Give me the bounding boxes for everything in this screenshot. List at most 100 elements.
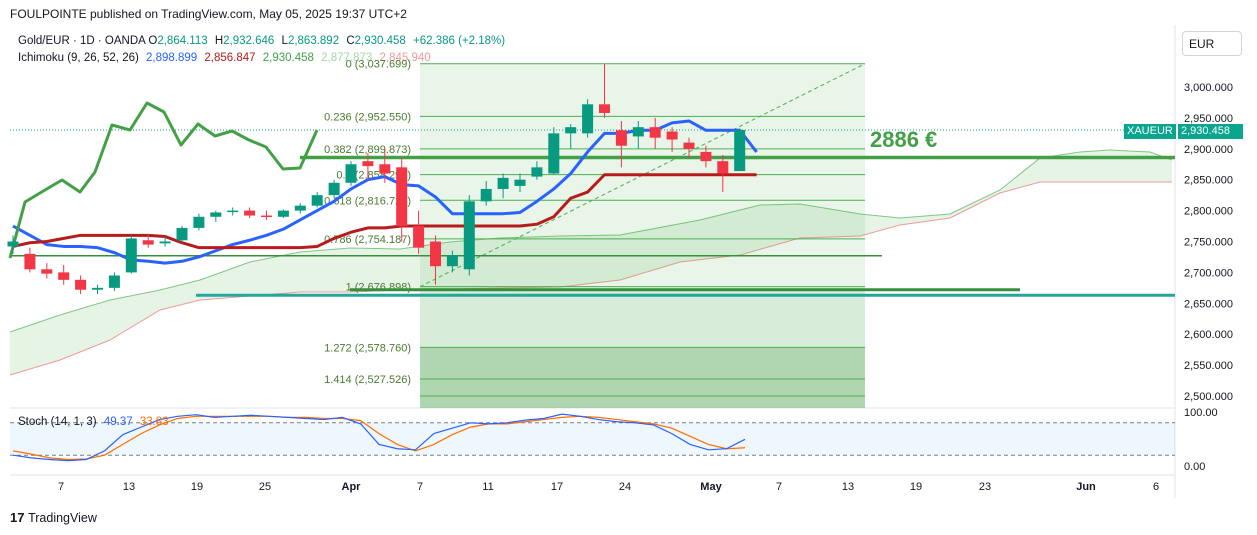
open-label: O bbox=[148, 35, 158, 47]
time-tick-label: 13 bbox=[842, 481, 854, 493]
stoch-d-line bbox=[12, 415, 746, 461]
price-annotation: 2886 € bbox=[870, 127, 937, 152]
fibonacci-retracement: 0 (3,037.699) 0.236 (2,952.550) 0.382 (2,8… bbox=[324, 59, 866, 408]
fib-deep-zone bbox=[420, 347, 865, 408]
candle-body bbox=[294, 205, 306, 211]
time-tick-label: 25 bbox=[259, 481, 271, 493]
candle-body bbox=[632, 127, 644, 137]
stoch-band bbox=[10, 422, 1175, 456]
change-value: +62.386 (+2.18%) bbox=[413, 35, 506, 47]
fib-level-label: 0.382 (2,899.873) bbox=[324, 144, 411, 156]
candle-body bbox=[717, 161, 729, 174]
stochastic-pane: 100.00 0.00 bbox=[10, 407, 1218, 473]
time-tick-label: 19 bbox=[910, 481, 922, 493]
candle-body bbox=[24, 253, 36, 270]
currency-button[interactable]: EUR bbox=[1182, 31, 1242, 56]
time-tick-label: 7 bbox=[417, 481, 423, 493]
logo-text: TradingView bbox=[28, 511, 97, 525]
low-label: L bbox=[281, 35, 288, 47]
kijun-sen-line bbox=[12, 173, 757, 250]
time-tick-label: 13 bbox=[123, 481, 135, 493]
candle-body bbox=[413, 226, 425, 248]
stoch-tick-label: 100.00 bbox=[1184, 407, 1218, 419]
fib-level-label: 0.236 (2,952.550) bbox=[324, 111, 411, 123]
kijun-value: 2,856.847 bbox=[204, 52, 256, 64]
chikou-value: 2,930.458 bbox=[262, 52, 314, 64]
price-tick-label: 2,800.000 bbox=[1184, 206, 1233, 218]
candle-body bbox=[261, 215, 272, 218]
candle-body bbox=[41, 269, 53, 274]
candle-body bbox=[463, 201, 475, 270]
stoch-k-value: 49.37 bbox=[103, 416, 133, 428]
candle-body bbox=[142, 240, 154, 245]
candles bbox=[7, 64, 746, 295]
price-tick-label: 2,500.000 bbox=[1184, 391, 1233, 403]
stoch-label[interactable]: Stoch (14, 1, 3) bbox=[18, 416, 97, 428]
time-tick-label: 6 bbox=[1153, 481, 1159, 493]
candle-body bbox=[683, 142, 695, 149]
price-tick-label: 2,950.000 bbox=[1184, 113, 1233, 125]
candle-body bbox=[362, 161, 374, 167]
ticker-tag: XAUEUR bbox=[1124, 124, 1176, 139]
candle-body bbox=[446, 255, 458, 267]
candle-body bbox=[227, 210, 239, 213]
fib-level-label: 1 (2,676.898) bbox=[346, 282, 411, 294]
cloud-fill bbox=[10, 150, 1172, 375]
candle-body bbox=[548, 133, 560, 174]
price-axis: 3,000.000 2,950.000 2,900.000 2,850.000 2,80… bbox=[1184, 82, 1233, 403]
candle-body bbox=[734, 129, 746, 172]
candle-body bbox=[649, 127, 661, 138]
fib-level-label: 0.618 (2,816.724) bbox=[324, 195, 411, 207]
high-value: 2,932.646 bbox=[223, 35, 275, 47]
time-tick-label: 23 bbox=[979, 481, 991, 493]
high-label: H bbox=[214, 35, 224, 47]
price-tick-label: 2,750.000 bbox=[1184, 237, 1233, 249]
price-tick-label: 2,600.000 bbox=[1184, 329, 1233, 341]
candle-body bbox=[244, 210, 256, 216]
time-tick-label: 7 bbox=[58, 481, 64, 493]
candle-body bbox=[210, 212, 222, 217]
tenkan-value: 2,898.899 bbox=[146, 52, 198, 64]
low-value: 2,863.892 bbox=[287, 35, 340, 47]
candle-body bbox=[531, 167, 543, 177]
ichimoku-label[interactable]: Ichimoku (9, 26, 52, 26) bbox=[18, 52, 139, 64]
stoch-tick-label: 0.00 bbox=[1184, 461, 1205, 473]
candle-body bbox=[7, 241, 19, 247]
time-tick-label: 19 bbox=[191, 481, 203, 493]
price-tick-label: 2,850.000 bbox=[1184, 175, 1233, 187]
fib-level-label: 0.786 (2,754.187) bbox=[324, 234, 411, 246]
candle-body bbox=[700, 151, 712, 162]
time-axis: 7 13 19 25 Apr 7 11 17 24 May 7 13 19 23 Jun 6 bbox=[58, 481, 1159, 493]
price-tick-label: 2,700.000 bbox=[1184, 267, 1233, 279]
candle-body bbox=[58, 272, 70, 280]
candle-body bbox=[328, 182, 340, 196]
time-tick-label: 7 bbox=[776, 481, 782, 493]
fib-level-label: 0 (3,037.699) bbox=[346, 59, 411, 71]
time-tick-label: May bbox=[700, 481, 722, 493]
candle-body bbox=[92, 287, 103, 290]
time-tick-label: Apr bbox=[342, 481, 362, 493]
price-tick-label: 2,900.000 bbox=[1184, 144, 1233, 156]
candle-body bbox=[277, 210, 289, 217]
price-tick-label: 2,550.000 bbox=[1184, 360, 1233, 372]
candle-body bbox=[565, 127, 577, 134]
last-price-tag: 2,930.458 bbox=[1178, 124, 1243, 139]
candle-body bbox=[582, 104, 594, 134]
time-tick-label: Jun bbox=[1076, 481, 1096, 493]
tradingview-logo[interactable]: 17 TradingView bbox=[10, 510, 97, 525]
logo-mark-icon: 17 bbox=[10, 510, 25, 525]
candle-body bbox=[599, 104, 610, 113]
candle-body bbox=[159, 241, 171, 244]
candle-body bbox=[311, 195, 323, 206]
symbol-name[interactable]: Gold/EUR · 1D · OANDA bbox=[18, 35, 146, 47]
close-value: 2,930.458 bbox=[354, 35, 406, 47]
stoch-k-line bbox=[12, 413, 746, 462]
time-tick-label: 11 bbox=[482, 481, 493, 493]
stoch-d-value: 33.83 bbox=[139, 416, 169, 428]
time-tick-label: 17 bbox=[551, 481, 563, 493]
candle-body bbox=[514, 179, 526, 186]
fib-level-label: 1.272 (2,578.760) bbox=[324, 342, 411, 354]
senkou-a-value: 2,877.873 bbox=[321, 52, 373, 64]
candle-body bbox=[396, 167, 408, 227]
